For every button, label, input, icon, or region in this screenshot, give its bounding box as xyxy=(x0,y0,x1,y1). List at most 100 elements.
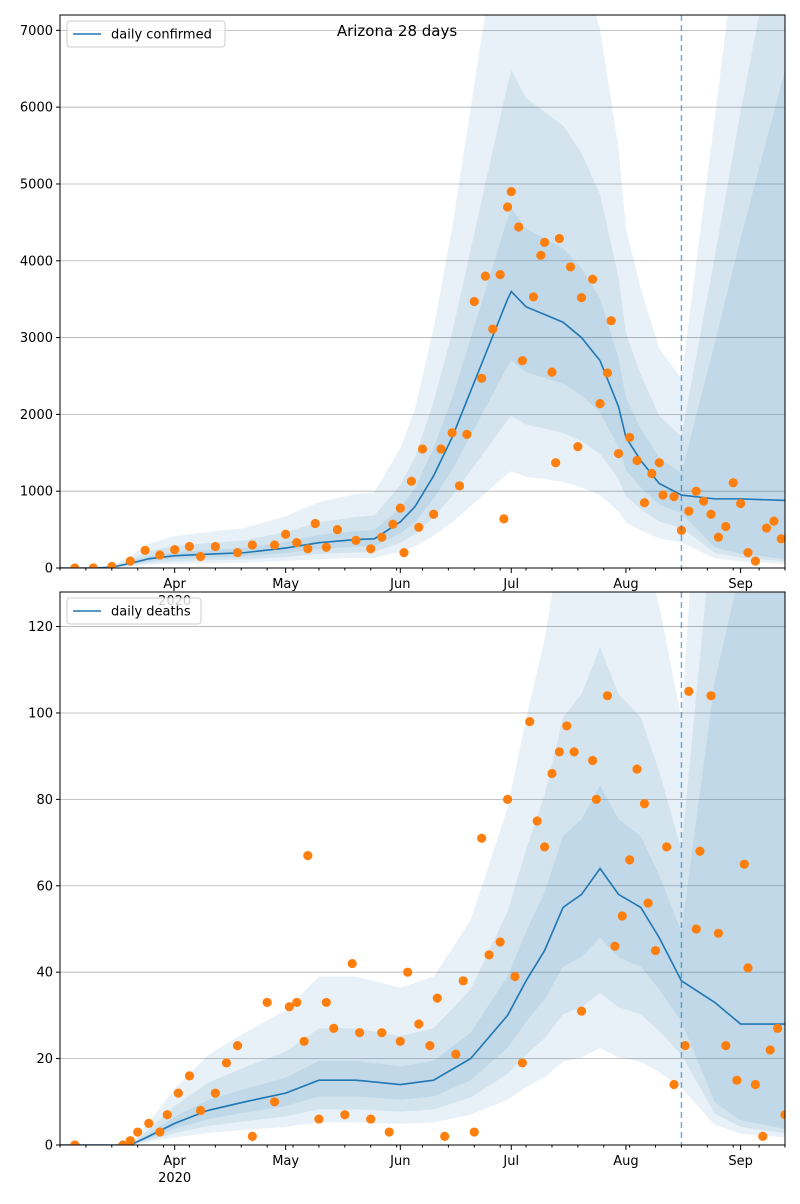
data-point xyxy=(140,545,150,555)
data-point xyxy=(310,518,320,529)
data-point xyxy=(247,1131,257,1141)
uncertainty-band xyxy=(60,592,785,1145)
data-point xyxy=(414,522,424,532)
x-tick-sublabel: 2020 xyxy=(158,1171,191,1186)
data-point xyxy=(610,941,620,951)
chart-title: Arizona 28 days xyxy=(337,22,458,40)
data-point xyxy=(706,509,716,519)
x-tick-label: Apr xyxy=(163,577,186,592)
data-point xyxy=(340,1110,350,1120)
data-point xyxy=(417,444,428,454)
data-point xyxy=(780,1110,785,1120)
y-tick-label: 120 xyxy=(28,620,53,635)
data-point xyxy=(551,458,561,468)
data-point xyxy=(613,448,624,459)
data-point xyxy=(573,442,583,452)
data-point xyxy=(502,202,513,212)
y-tick-label: 7000 xyxy=(20,24,53,39)
x-tick-label: Jun xyxy=(389,1154,410,1169)
x-tick-label: Aug xyxy=(613,577,638,592)
confirmed-panel: 01000200030004000500060007000Apr2020MayJ… xyxy=(20,14,786,609)
data-point xyxy=(269,540,280,550)
data-point xyxy=(639,498,650,508)
data-point xyxy=(488,324,498,334)
data-point xyxy=(314,1114,324,1124)
data-point xyxy=(536,250,546,261)
data-point xyxy=(517,1058,527,1068)
x-tick-label: Apr xyxy=(163,1154,186,1169)
data-point xyxy=(355,1028,365,1038)
data-point xyxy=(743,963,753,973)
x-tick-label: May xyxy=(272,1154,299,1169)
data-point xyxy=(706,691,716,701)
legend-label: daily confirmed xyxy=(111,28,212,43)
data-point xyxy=(232,1041,243,1051)
data-point xyxy=(495,270,505,280)
data-point xyxy=(539,842,550,852)
data-point xyxy=(776,534,785,544)
y-tick-label: 6000 xyxy=(20,101,53,116)
data-point xyxy=(388,519,398,529)
data-point xyxy=(773,1023,783,1033)
data-point xyxy=(70,563,80,568)
data-point xyxy=(617,911,627,921)
data-point xyxy=(299,1036,309,1046)
x-tick-label: Sep xyxy=(728,577,753,592)
data-point xyxy=(625,432,635,443)
data-point xyxy=(495,937,505,947)
data-point xyxy=(107,561,117,568)
y-tick-label: 0 xyxy=(45,1139,53,1154)
data-point xyxy=(750,556,761,566)
x-tick-label: Sep xyxy=(728,1154,753,1169)
data-point xyxy=(654,458,664,468)
data-point xyxy=(625,855,635,865)
data-point xyxy=(247,540,257,550)
data-point xyxy=(232,548,243,558)
uncertainty-band xyxy=(60,15,785,568)
data-point xyxy=(769,516,779,526)
data-point xyxy=(732,1075,742,1085)
data-point xyxy=(658,490,668,500)
data-point xyxy=(765,1045,775,1055)
data-point xyxy=(750,1079,761,1090)
data-point xyxy=(477,373,487,383)
data-point xyxy=(643,898,653,908)
data-point xyxy=(647,468,657,479)
data-point xyxy=(588,274,598,284)
data-point xyxy=(414,1019,424,1029)
data-point xyxy=(184,541,195,552)
data-point xyxy=(639,799,650,809)
data-point xyxy=(691,924,701,934)
data-point xyxy=(70,1140,80,1145)
data-point xyxy=(469,1127,479,1137)
data-point xyxy=(469,296,479,307)
data-point xyxy=(525,717,535,727)
data-point xyxy=(713,532,724,542)
data-point xyxy=(269,1097,280,1107)
data-point xyxy=(691,486,701,496)
data-point xyxy=(458,976,468,986)
data-point xyxy=(155,1127,165,1137)
data-point xyxy=(462,429,472,439)
y-tick-label: 2000 xyxy=(20,408,53,423)
data-point xyxy=(125,556,135,566)
data-point xyxy=(303,850,313,861)
data-point xyxy=(366,544,376,554)
data-point xyxy=(569,747,579,757)
legend-box xyxy=(66,20,226,48)
data-point xyxy=(118,1140,128,1145)
data-point xyxy=(195,551,206,562)
data-point xyxy=(721,1041,731,1051)
data-point xyxy=(133,1127,143,1137)
data-point xyxy=(565,262,576,272)
data-point xyxy=(173,1088,183,1098)
data-point xyxy=(195,1105,206,1116)
data-point xyxy=(284,1002,294,1012)
series-line xyxy=(60,290,785,568)
data-point xyxy=(403,967,413,977)
y-tick-label: 40 xyxy=(36,966,53,981)
data-point xyxy=(743,548,753,558)
data-point xyxy=(399,548,409,558)
data-point xyxy=(292,538,302,548)
